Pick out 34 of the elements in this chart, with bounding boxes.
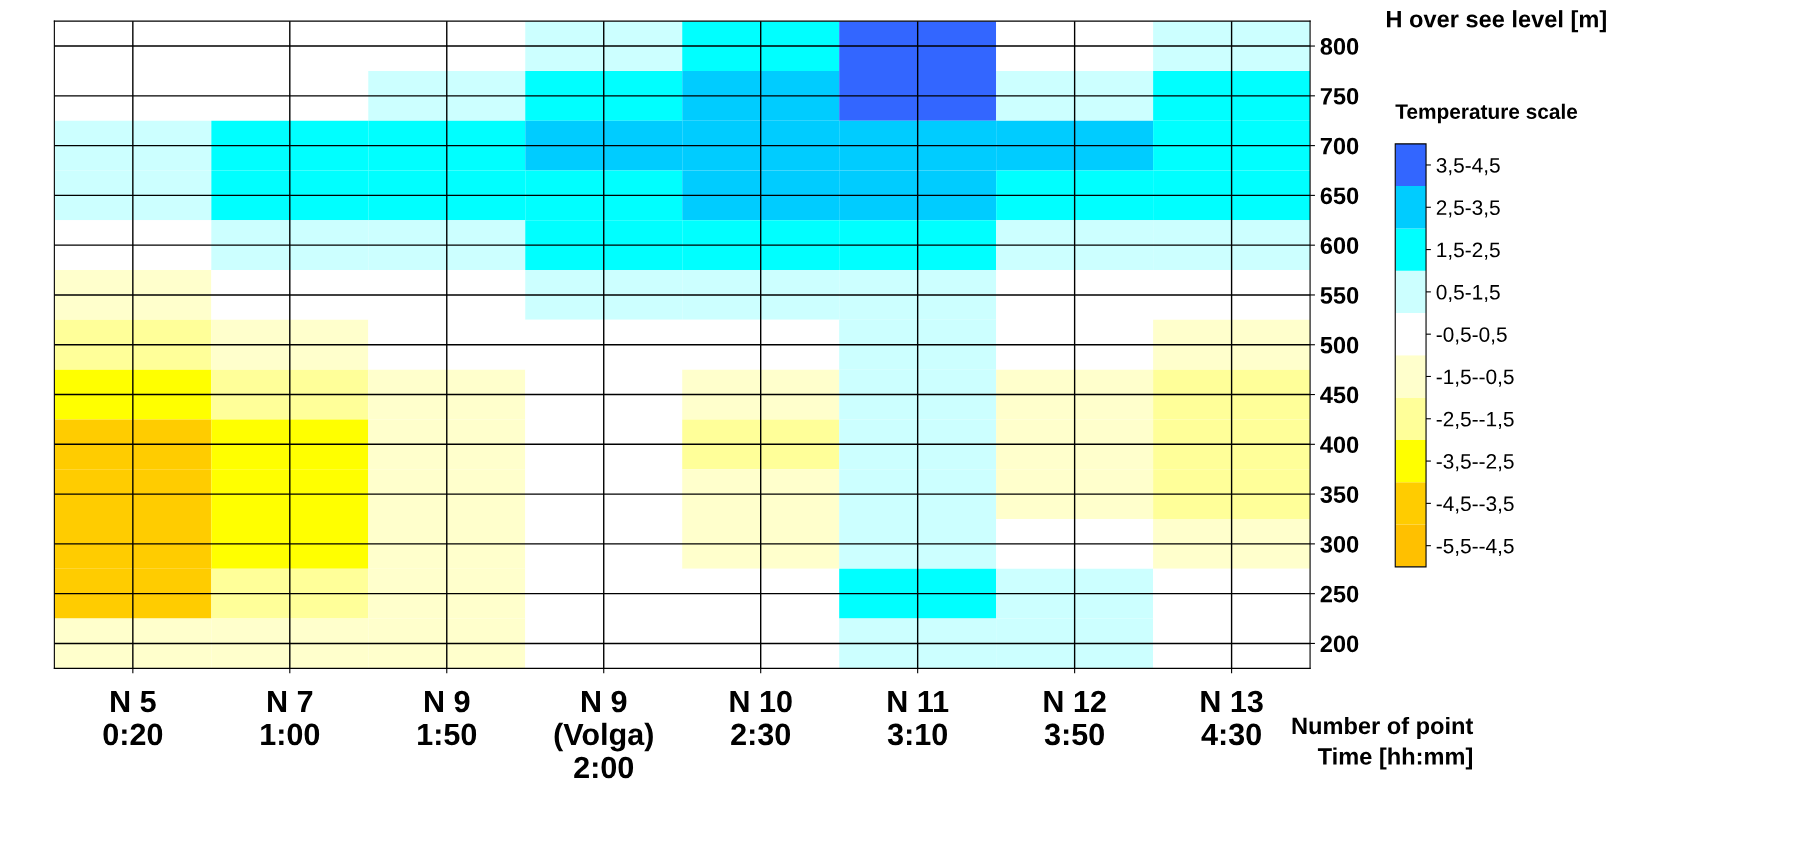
y-tick-label: 600 xyxy=(1320,237,1359,254)
y-tick-label: 450 xyxy=(1320,386,1359,404)
color-bar-label: -5,5--4,5 xyxy=(1436,538,1514,556)
x-tick-label: N 9 (Volga) 2:00 xyxy=(554,690,653,779)
x-tick-label: N 12 3:50 xyxy=(1044,690,1106,746)
color-bar-label: 2,5-3,5 xyxy=(1436,200,1500,218)
y-axis-title: H over see level [m] xyxy=(1387,10,1606,33)
color-bar-label: 3,5-4,5 xyxy=(1436,157,1500,176)
y-tick-label: 500 xyxy=(1320,336,1359,354)
y-tick-label: 750 xyxy=(1320,87,1359,105)
x-tick-label: N 11 3:10 xyxy=(887,690,949,746)
y-tick-label: 650 xyxy=(1320,187,1359,205)
x-tick-label: N 5 0:20 xyxy=(103,690,163,746)
y-tick-label: 800 xyxy=(1320,38,1359,55)
y-tick-label: 700 xyxy=(1320,137,1359,155)
x-tick-label: N 10 2:30 xyxy=(730,690,792,746)
color-bar-title: Temperature scale xyxy=(1395,103,1578,124)
x-tick-label: N 7 1:00 xyxy=(261,690,320,746)
y-tick-label: 550 xyxy=(1320,287,1359,304)
color-bar-label: 1,5-2,5 xyxy=(1437,242,1500,260)
x-tick-label: N 13 4:30 xyxy=(1201,690,1263,746)
color-bar-label: -4,5--3,5 xyxy=(1436,496,1514,514)
y-tick-label: 400 xyxy=(1320,436,1359,454)
color-bar-label: -3,5--2,5 xyxy=(1436,454,1514,472)
x-tick-label: N 9 1:50 xyxy=(418,690,477,746)
color-bar-label: -2,5--1,5 xyxy=(1436,411,1514,429)
y-tick-label: 300 xyxy=(1320,535,1359,553)
y-tick-label: 250 xyxy=(1320,585,1359,603)
y-tick-label: 350 xyxy=(1320,486,1359,503)
y-tick-label: 200 xyxy=(1320,635,1359,653)
x-axis-title: Number of point Time [hh:mm] xyxy=(1292,716,1474,770)
color-bar-label: -0,5-0,5 xyxy=(1436,327,1507,345)
color-bar-label: -1,5--0,5 xyxy=(1436,369,1514,387)
color-bar-label: 0,5-1,5 xyxy=(1436,284,1500,303)
